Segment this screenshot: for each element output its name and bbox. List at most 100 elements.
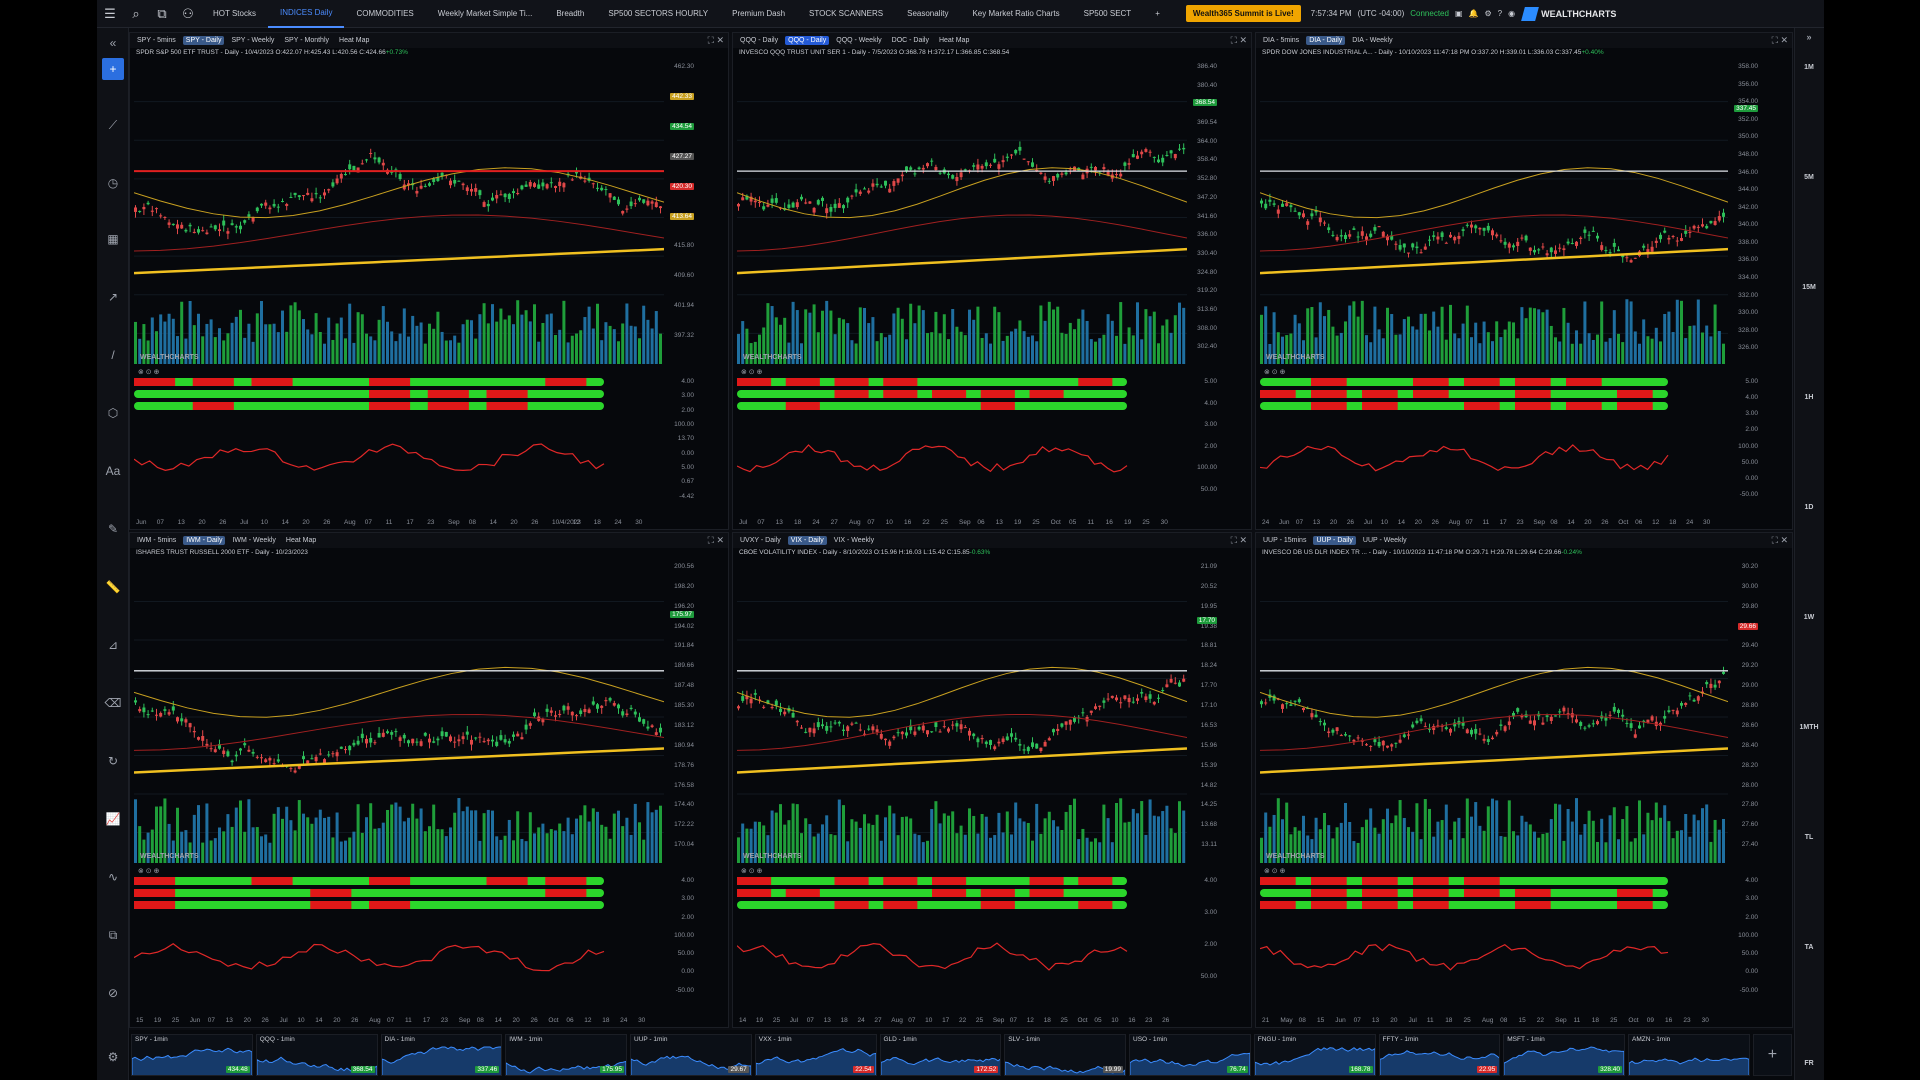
alert-ai-icon[interactable]: ⚇: [182, 5, 194, 21]
panel-window-controls[interactable]: ⛶ ✕: [1230, 535, 1247, 545]
bookmark-icon[interactable]: ▣: [1454, 9, 1463, 18]
pencil-icon[interactable]: ✎: [107, 522, 119, 536]
panel-tab[interactable]: VIX - Daily: [787, 536, 827, 545]
bell-icon[interactable]: 🔔: [1468, 9, 1479, 18]
tab-seasonality[interactable]: Seasonality: [907, 9, 949, 18]
indicator-controls[interactable]: ⊗ ⊙ ⊕: [1264, 868, 1286, 875]
tab-weekly-market[interactable]: Weekly Market Simple Ti...: [437, 9, 533, 18]
panel-tab[interactable]: Heat Map: [339, 37, 370, 44]
shapes-icon[interactable]: ⬡: [107, 406, 119, 420]
panel-tab[interactable]: UUP - Weekly: [1362, 537, 1407, 544]
panel-tab[interactable]: Heat Map: [285, 537, 317, 544]
text-tool-icon[interactable]: Aa: [105, 464, 121, 478]
panel-tab[interactable]: IWM - Weekly: [232, 537, 276, 544]
tab-sp500-sect[interactable]: SP500 SECT: [1083, 9, 1132, 18]
search-icon[interactable]: ⌕: [132, 5, 140, 21]
mini-chart-5[interactable]: VXX - 1min 22.54: [754, 1034, 877, 1076]
gear-icon[interactable]: ⚙: [1484, 9, 1492, 18]
panel-tab[interactable]: QQQ - Daily: [740, 37, 779, 44]
price-chart[interactable]: [737, 63, 1187, 521]
tf-1h[interactable]: 1H: [1804, 394, 1814, 401]
trend-arrow-icon[interactable]: ↗: [107, 290, 119, 304]
mini-chart-9[interactable]: FNGU - 1min 168.78: [1253, 1034, 1376, 1076]
panel-tab[interactable]: SPY - 5mins: [137, 37, 176, 44]
tab-sp500-sectors-hourly[interactable]: SP500 SECTORS HOURLY: [608, 9, 709, 18]
trendline-icon[interactable]: ⟋: [108, 117, 118, 132]
clock-icon[interactable]: ◷: [107, 176, 119, 190]
panel-tab[interactable]: QQQ - Weekly: [836, 37, 882, 44]
menu-icon[interactable]: ☰: [104, 5, 116, 21]
calendar-icon[interactable]: ▦: [107, 232, 119, 246]
mini-chart-0[interactable]: SPY - 1min 434.48: [131, 1034, 253, 1076]
price-chart[interactable]: [1260, 563, 1728, 1019]
mini-chart-1[interactable]: QQQ - 1min 368.54: [255, 1034, 378, 1076]
panel-tab[interactable]: VIX - Weekly: [833, 537, 875, 544]
panel-window-controls[interactable]: ⛶ ✕: [1771, 35, 1788, 45]
tf-15m[interactable]: 15M: [1802, 284, 1816, 291]
collapse-icon[interactable]: «: [109, 36, 117, 50]
copy-icon[interactable]: ⧉: [108, 927, 118, 942]
settings-icon[interactable]: ⚙: [107, 1050, 119, 1064]
indicator-controls[interactable]: ⊗ ⊙ ⊕: [138, 369, 160, 376]
panel-tab[interactable]: DIA - Daily: [1306, 36, 1346, 45]
avatar[interactable]: ◉: [1508, 9, 1516, 18]
layouts-icon[interactable]: ⧉: [157, 5, 167, 21]
panel-tab[interactable]: QQQ - Daily: [785, 36, 830, 45]
indicators-icon[interactable]: ∿: [107, 870, 119, 884]
eraser-icon[interactable]: ⌫: [104, 696, 122, 710]
tf-tl[interactable]: TL: [1804, 834, 1814, 841]
panel-tab[interactable]: UVXY - Daily: [740, 537, 781, 544]
chart-type-icon[interactable]: 📈: [105, 812, 121, 826]
panel-tab[interactable]: IWM - Daily: [183, 536, 226, 545]
mini-chart-6[interactable]: GLD - 1min 172.52: [879, 1034, 1002, 1076]
mini-chart-10[interactable]: FFTY - 1min 22.95: [1378, 1034, 1501, 1076]
mini-chart-11[interactable]: MSFT - 1min 328.40: [1503, 1034, 1625, 1076]
price-chart[interactable]: [1260, 63, 1728, 521]
tf-1m[interactable]: 1M: [1804, 64, 1814, 71]
redo-icon[interactable]: ↻: [107, 754, 119, 768]
ruler-icon[interactable]: 📏: [105, 580, 121, 594]
panel-window-controls[interactable]: ⛶ ✕: [1230, 35, 1247, 45]
mini-chart-4[interactable]: UUP - 1min 29.67: [630, 1034, 752, 1076]
panel-tab[interactable]: DIA - Weekly: [1352, 37, 1393, 44]
add-mini-chart-button[interactable]: +: [1752, 1034, 1793, 1076]
tf-fr[interactable]: FR: [1804, 1060, 1814, 1067]
panel-tab[interactable]: Heat Map: [938, 37, 970, 44]
help-icon[interactable]: ?: [1497, 9, 1503, 18]
mini-chart-8[interactable]: USO - 1min 76.74: [1129, 1034, 1251, 1076]
indicator-controls[interactable]: ⊗ ⊙ ⊕: [741, 868, 763, 875]
panel-window-controls[interactable]: ⛶ ✕: [707, 35, 724, 45]
expand-right-icon[interactable]: »: [1806, 32, 1812, 42]
mini-chart-2[interactable]: DIA - 1min 337.46: [380, 1034, 503, 1076]
indicator-controls[interactable]: ⊗ ⊙ ⊕: [741, 369, 763, 376]
summit-banner[interactable]: Wealth365 Summit is Live!: [1185, 5, 1301, 22]
tab-commodities[interactable]: COMMODITIES: [356, 9, 414, 18]
tf-1mth[interactable]: 1MTH: [1799, 724, 1819, 731]
price-chart[interactable]: [134, 63, 664, 521]
mini-chart-12[interactable]: AMZN - 1min: [1628, 1034, 1750, 1076]
tab-premium-dash[interactable]: Premium Dash: [732, 9, 786, 18]
tab-indices-daily[interactable]: INDICES Daily: [267, 0, 345, 28]
panel-window-controls[interactable]: ⛶ ✕: [707, 535, 724, 545]
tf-1w[interactable]: 1W: [1803, 614, 1815, 621]
price-chart[interactable]: [737, 563, 1187, 1019]
line-tool-icon[interactable]: /: [111, 348, 115, 362]
mini-chart-3[interactable]: IWM - 1min 175.95: [505, 1034, 627, 1076]
panel-tab[interactable]: UUP - Daily: [1313, 536, 1356, 545]
tab-breadth[interactable]: Breadth: [556, 9, 585, 18]
panel-tab[interactable]: SPY - Monthly: [284, 37, 330, 44]
measure-icon[interactable]: ⊿: [107, 638, 119, 652]
add-tab-button[interactable]: +: [1155, 9, 1160, 18]
tab-hot-stocks[interactable]: HOT Stocks: [213, 9, 256, 18]
tf-1d[interactable]: 1D: [1804, 504, 1814, 511]
panel-window-controls[interactable]: ⛶ ✕: [1771, 535, 1788, 545]
tf-5m[interactable]: 5M: [1804, 174, 1814, 181]
tf-ta[interactable]: TA: [1804, 944, 1814, 951]
panel-tab[interactable]: SPY - Weekly: [231, 37, 275, 44]
indicator-controls[interactable]: ⊗ ⊙ ⊕: [138, 868, 160, 875]
panel-tab[interactable]: SPY - Daily: [182, 36, 225, 45]
mini-chart-7[interactable]: SLV - 1min 19.99: [1004, 1034, 1126, 1076]
panel-tab[interactable]: DOC - Daily: [891, 37, 929, 44]
panel-tab[interactable]: DIA - 5mins: [1263, 37, 1300, 44]
lock-icon[interactable]: ⊘: [107, 986, 119, 1000]
